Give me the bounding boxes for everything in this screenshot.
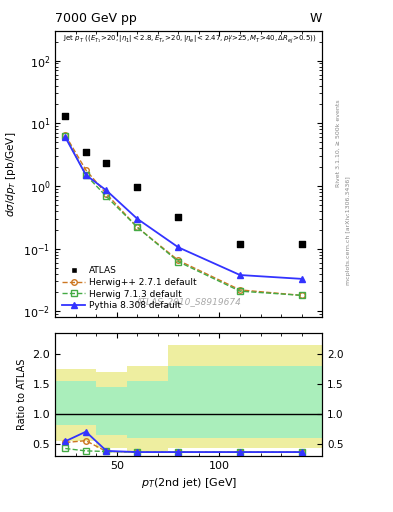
Point	[175, 213, 182, 221]
Point	[83, 148, 89, 156]
Text: mcplots.cern.ch [arXiv:1306.3436]: mcplots.cern.ch [arXiv:1306.3436]	[346, 176, 351, 285]
Point	[299, 240, 305, 248]
Point	[103, 159, 110, 167]
Text: Rivet 3.1.10, ≥ 500k events: Rivet 3.1.10, ≥ 500k events	[336, 99, 341, 187]
Point	[237, 240, 243, 248]
Legend: ATLAS, Herwig++ 2.7.1 default, Herwig 7.1.3 default, Pythia 8.308 default: ATLAS, Herwig++ 2.7.1 default, Herwig 7.…	[59, 263, 200, 313]
Text: ATLAS_2010_S8919674: ATLAS_2010_S8919674	[136, 297, 242, 306]
Point	[134, 183, 140, 191]
Text: Jet $p_T$ (($E_{T_1}\!>\!20,|\eta_1|<2.8,E_{T_e}\!>\!20,|\eta_e|<2.47,p_T^\nu\!>: Jet $p_T$ (($E_{T_1}\!>\!20,|\eta_1|<2.8…	[63, 34, 316, 46]
Text: 7000 GeV pp: 7000 GeV pp	[55, 12, 137, 25]
Y-axis label: Ratio to ATLAS: Ratio to ATLAS	[17, 358, 27, 430]
Point	[62, 112, 68, 120]
Y-axis label: $d\sigma/dp_{T}$ [pb/GeV]: $d\sigma/dp_{T}$ [pb/GeV]	[4, 132, 18, 217]
Text: W: W	[310, 12, 322, 25]
X-axis label: $p_T$(2nd jet) [GeV]: $p_T$(2nd jet) [GeV]	[141, 476, 237, 490]
